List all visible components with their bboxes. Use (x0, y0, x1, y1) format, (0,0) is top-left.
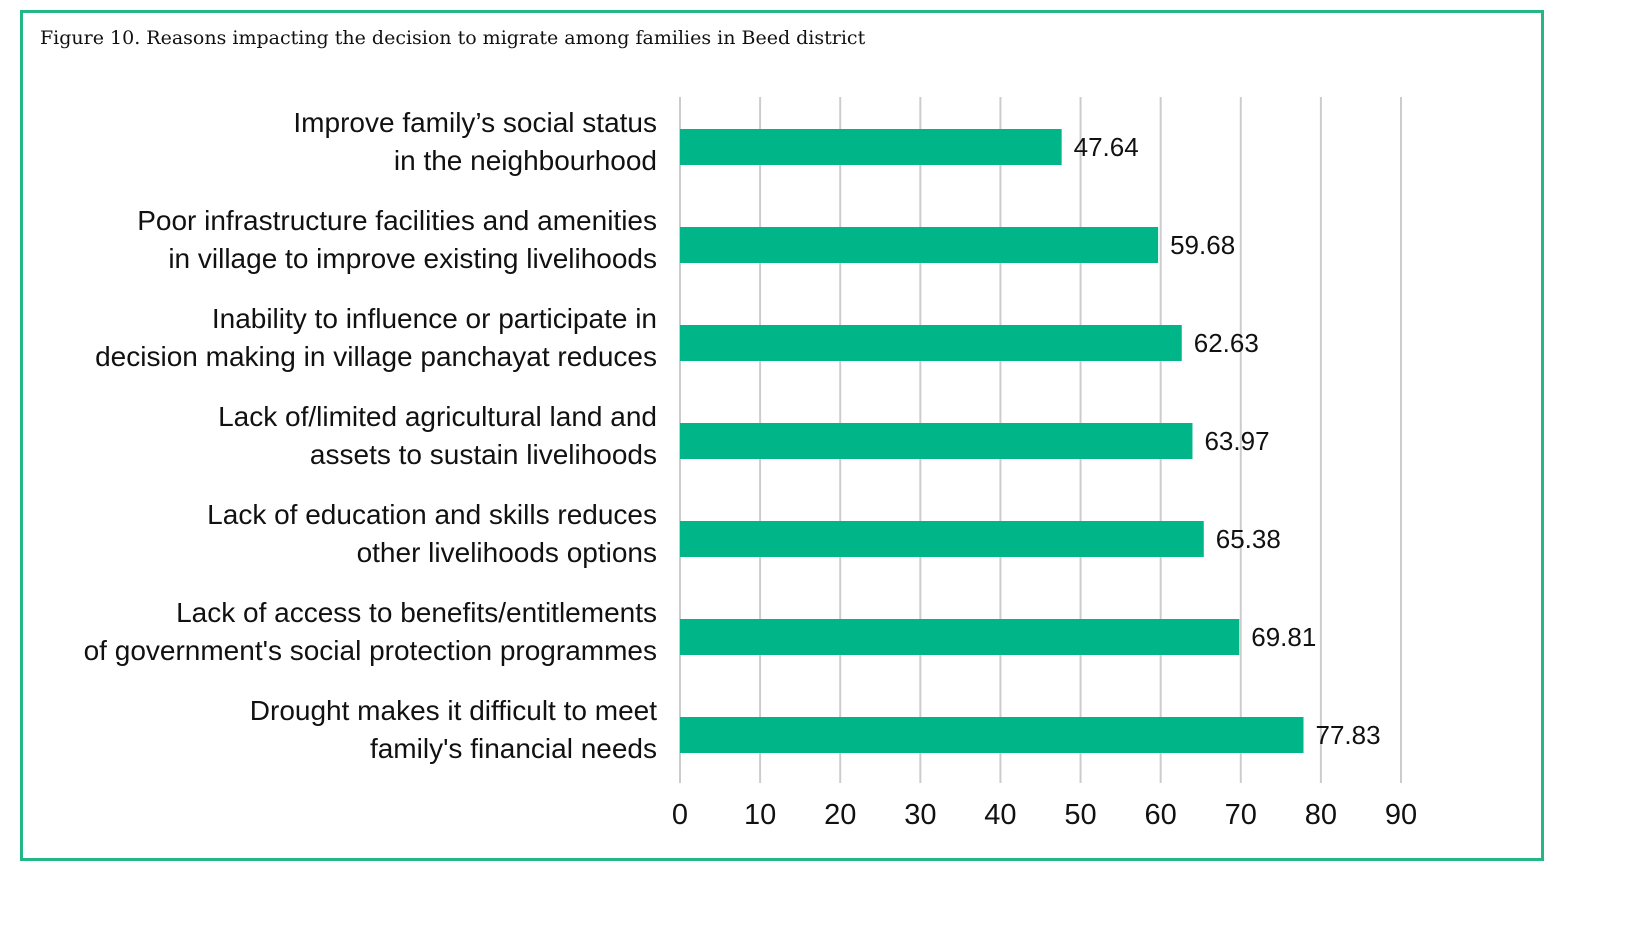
category-labels: Improve family’s social status in the nei… (84, 107, 658, 764)
category-label: Lack of access to benefits/entitlements (176, 597, 657, 628)
category-label: Drought makes it difficult to meet (250, 695, 657, 726)
data-label: 65.38 (1216, 524, 1281, 554)
category-label: Lack of education and skills reduces (207, 499, 657, 530)
bar (680, 227, 1159, 263)
bar (680, 325, 1182, 361)
x-axis-ticks: 0 10 20 30 40 50 60 70 80 90 (672, 799, 1417, 831)
x-tick-label: 60 (1145, 799, 1177, 831)
category-label: of government's social protection progra… (84, 635, 657, 666)
x-tick-label: 10 (744, 799, 776, 831)
category-label: assets to sustain livelihoods (310, 439, 657, 470)
x-tick-label: 70 (1225, 799, 1257, 831)
category-label: Improve family’s social status (293, 107, 657, 138)
category-label: family's financial needs (370, 733, 657, 764)
category-label: decision making in village panchayat red… (95, 341, 657, 372)
figure-caption: Figure 10. Reasons impacting the decisio… (40, 27, 866, 49)
category-label: in village to improve existing livelihoo… (168, 243, 657, 274)
category-label: other livelihoods options (357, 537, 657, 568)
bar (680, 129, 1062, 165)
bar (680, 717, 1304, 753)
data-label: 59.68 (1170, 230, 1235, 260)
category-label: Poor infrastructure facilities and ameni… (137, 205, 657, 236)
category-label: Lack of/limited agricultural land and (218, 401, 657, 432)
bar (680, 521, 1204, 557)
x-tick-label: 30 (904, 799, 936, 831)
category-label: in the neighbourhood (394, 145, 657, 176)
x-tick-label: 20 (824, 799, 856, 831)
bar (680, 423, 1193, 459)
x-tick-label: 90 (1385, 799, 1417, 831)
x-tick-label: 50 (1064, 799, 1096, 831)
data-label: 77.83 (1316, 720, 1381, 750)
data-label: 62.63 (1194, 328, 1259, 358)
data-label: 47.64 (1074, 132, 1139, 162)
data-labels: 47.64 59.68 62.63 63.97 65.38 69.81 77.83 (1074, 132, 1381, 750)
data-label: 69.81 (1251, 622, 1316, 652)
category-label: Inability to influence or participate in (212, 303, 657, 334)
bar (680, 619, 1240, 655)
bars (680, 129, 1304, 753)
data-label: 63.97 (1204, 426, 1269, 456)
x-tick-label: 80 (1305, 799, 1337, 831)
x-tick-label: 0 (672, 799, 688, 831)
x-tick-label: 40 (984, 799, 1016, 831)
